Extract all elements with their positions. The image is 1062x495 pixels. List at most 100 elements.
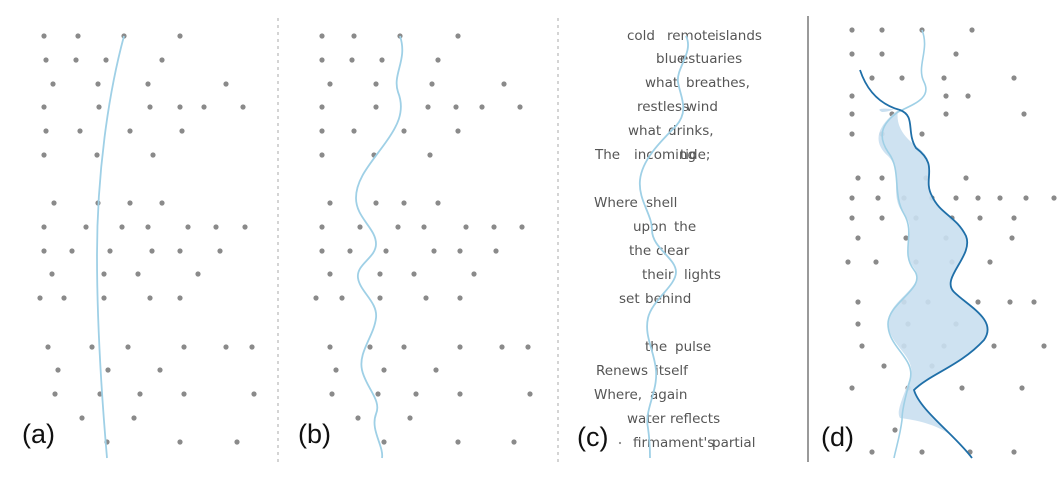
data-point xyxy=(1011,449,1017,455)
data-point xyxy=(251,391,257,397)
poem-word: drinks, xyxy=(668,123,714,139)
data-point xyxy=(240,104,246,110)
river-band-upper xyxy=(879,108,898,112)
poem-word: remote xyxy=(667,28,716,44)
data-point xyxy=(491,224,497,230)
poem-word: Where xyxy=(594,195,638,211)
data-point xyxy=(879,51,885,57)
data-point xyxy=(457,295,463,301)
data-point xyxy=(49,271,55,277)
data-point xyxy=(195,271,201,277)
data-point xyxy=(849,131,855,137)
data-point xyxy=(50,81,56,87)
panel-b xyxy=(313,33,533,459)
data-point xyxy=(101,271,107,277)
data-point xyxy=(157,367,163,373)
data-point xyxy=(349,57,355,63)
poem-word: blue xyxy=(656,51,685,67)
data-point xyxy=(77,128,83,134)
data-point xyxy=(1021,111,1027,117)
data-point xyxy=(213,224,219,230)
data-point xyxy=(94,152,100,158)
data-point xyxy=(433,367,439,373)
poem-word: cold xyxy=(627,28,655,44)
data-point xyxy=(125,344,131,350)
data-point xyxy=(327,200,333,206)
data-point xyxy=(421,224,427,230)
data-point xyxy=(881,363,887,369)
data-point xyxy=(1019,385,1025,391)
data-point xyxy=(849,111,855,117)
data-point xyxy=(375,391,381,397)
poem-word: what xyxy=(645,75,678,91)
data-point xyxy=(357,224,363,230)
poem-word: partial xyxy=(712,435,755,451)
data-point xyxy=(1031,299,1037,305)
data-point xyxy=(319,152,325,158)
data-point xyxy=(69,248,75,254)
data-point xyxy=(431,248,437,254)
data-point xyxy=(43,128,49,134)
data-point xyxy=(875,195,881,201)
data-point xyxy=(869,75,875,81)
data-point xyxy=(159,57,165,63)
poem-word: wind xyxy=(686,99,718,115)
data-point xyxy=(73,57,79,63)
river-curve xyxy=(639,35,689,459)
data-point xyxy=(185,224,191,230)
data-point xyxy=(969,27,975,33)
data-point xyxy=(493,248,499,254)
data-point xyxy=(137,391,143,397)
poem-word: set xyxy=(619,291,640,307)
data-point xyxy=(411,271,417,277)
data-point xyxy=(471,271,477,277)
poem-word: behind xyxy=(645,291,691,307)
data-point xyxy=(377,271,383,277)
data-point xyxy=(401,128,407,134)
data-point xyxy=(329,391,335,397)
data-point xyxy=(1051,195,1057,201)
data-point xyxy=(181,391,187,397)
data-point xyxy=(249,344,255,350)
data-point xyxy=(145,224,151,230)
data-point xyxy=(377,295,383,301)
poem-word: the xyxy=(645,339,667,355)
data-point xyxy=(849,93,855,99)
data-point xyxy=(339,295,345,301)
poem-word: tide; xyxy=(680,147,710,163)
data-point xyxy=(119,224,125,230)
data-point xyxy=(319,224,325,230)
data-point xyxy=(855,235,861,241)
data-point xyxy=(1011,75,1017,81)
data-point xyxy=(953,195,959,201)
data-point xyxy=(859,343,865,349)
data-point xyxy=(223,344,229,350)
data-point xyxy=(1023,195,1029,201)
data-point xyxy=(105,367,111,373)
data-point xyxy=(367,344,373,350)
data-point xyxy=(879,175,885,181)
data-point xyxy=(52,391,58,397)
data-point xyxy=(149,248,155,254)
data-point xyxy=(177,104,183,110)
data-point xyxy=(525,344,531,350)
river-band xyxy=(878,110,988,436)
poem-word: islands xyxy=(715,28,762,44)
data-point xyxy=(145,81,151,87)
data-point xyxy=(96,104,102,110)
data-point xyxy=(327,271,333,277)
data-point xyxy=(242,224,248,230)
data-point xyxy=(455,128,461,134)
poem-word: the xyxy=(674,219,696,235)
poem-word: restless xyxy=(637,99,689,115)
poem-word: Where, xyxy=(594,387,642,403)
data-point xyxy=(519,224,525,230)
data-point xyxy=(351,33,357,39)
data-point xyxy=(319,104,325,110)
data-point xyxy=(457,344,463,350)
data-point xyxy=(395,224,401,230)
data-point xyxy=(41,152,47,158)
data-point xyxy=(991,343,997,349)
data-point xyxy=(987,259,993,265)
